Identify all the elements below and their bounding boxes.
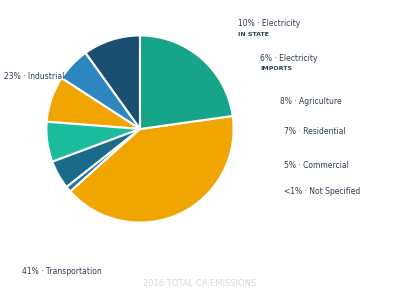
- Wedge shape: [62, 53, 140, 129]
- Text: 41% · Transportation: 41% · Transportation: [22, 267, 102, 276]
- Text: 8% · Agriculture: 8% · Agriculture: [280, 98, 342, 106]
- Wedge shape: [46, 122, 140, 162]
- Text: IMPORTS: IMPORTS: [260, 66, 292, 71]
- Wedge shape: [70, 116, 234, 223]
- Text: e: e: [269, 254, 279, 269]
- Text: <1% · Not Specified: <1% · Not Specified: [284, 188, 360, 196]
- Wedge shape: [52, 129, 140, 187]
- Text: IN STATE: IN STATE: [238, 32, 269, 37]
- Wedge shape: [86, 35, 140, 129]
- Text: 5% · Commercial: 5% · Commercial: [284, 160, 349, 169]
- Wedge shape: [140, 35, 233, 129]
- Text: 23% · Industrial: 23% · Industrial: [4, 72, 64, 81]
- Text: 2016 TOTAL CA EMISSIONS: 2016 TOTAL CA EMISSIONS: [143, 279, 257, 288]
- Text: 6% · Electricity: 6% · Electricity: [260, 54, 318, 63]
- Text: 429.4 MMTCO: 429.4 MMTCO: [178, 254, 296, 269]
- Text: 2: 2: [264, 259, 271, 269]
- Wedge shape: [47, 78, 140, 129]
- Text: 7% · Residential: 7% · Residential: [284, 128, 346, 136]
- Wedge shape: [66, 129, 140, 191]
- Text: 10% · Electricity: 10% · Electricity: [238, 20, 300, 28]
